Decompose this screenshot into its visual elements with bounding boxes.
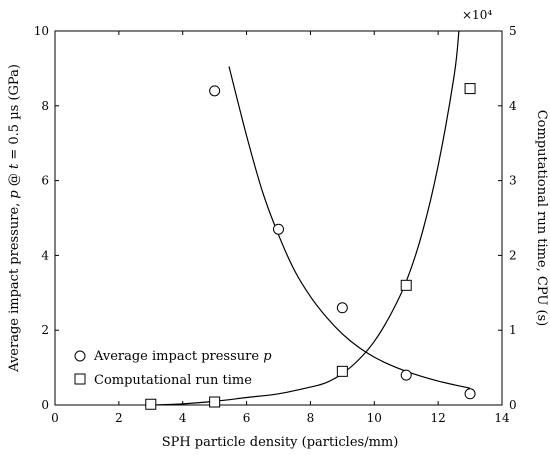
x-tick-label: 12	[431, 411, 446, 425]
x-axis-label: SPH particle density (particles/mm)	[162, 435, 399, 450]
pressure-point	[273, 223, 284, 235]
x-tick-label: 0	[51, 411, 59, 425]
fit-curve-left	[228, 66, 471, 389]
runtime-point	[145, 398, 157, 410]
x-tick-label: 14	[494, 411, 510, 425]
legend-marker-square	[74, 373, 86, 385]
y-right-tick-label: 0	[509, 398, 517, 412]
fit-curve-right	[150, 30, 460, 406]
runtime-point	[336, 365, 348, 377]
legend-label-runtime: Computational run time	[94, 373, 252, 388]
y-left-tick-label: 10	[34, 24, 49, 38]
right-axis-multiplier: ×10⁴	[462, 8, 492, 22]
fit-curves	[150, 30, 471, 406]
runtime-point	[209, 396, 221, 408]
x-tick-label: 8	[307, 411, 315, 425]
x-tick-label: 6	[243, 411, 251, 425]
y-left-tick-label: 8	[41, 99, 49, 113]
x-tick-label: 4	[179, 411, 187, 425]
y-right-tick-label: 2	[509, 248, 517, 262]
y-axis-left-label: Average impact pressure, p @ t = 0.5 µs …	[7, 64, 22, 373]
y-right-tick-label: 4	[509, 99, 517, 113]
y-left-tick-label: 2	[41, 323, 49, 337]
data-markers	[145, 83, 476, 410]
plot-frame	[54, 30, 503, 406]
pressure-point	[464, 388, 476, 400]
runtime-point	[464, 83, 476, 95]
legend-label-pressure: Average impact pressure p	[93, 349, 272, 364]
runtime-point	[400, 279, 412, 291]
y-right-tick-label: 3	[509, 174, 517, 188]
plot-border	[54, 30, 503, 406]
legend: Average impact pressure p Computational …	[74, 349, 272, 388]
y-left-tick-label: 6	[41, 174, 49, 188]
y-right-tick-label: 5	[509, 24, 517, 38]
pressure-point	[209, 85, 221, 97]
y-right-tick-label: 1	[509, 323, 517, 337]
pressure-point	[400, 369, 412, 381]
x-tick-label: 2	[115, 411, 123, 425]
y-left-tick-label: 0	[41, 398, 49, 412]
y-axis-right-label: Computational run time, CPU (s)	[534, 110, 549, 327]
legend-marker-circle	[74, 350, 86, 362]
y-left-tick-label: 4	[41, 248, 49, 262]
pressure-point	[336, 302, 348, 314]
x-tick-label: 10	[367, 411, 382, 425]
